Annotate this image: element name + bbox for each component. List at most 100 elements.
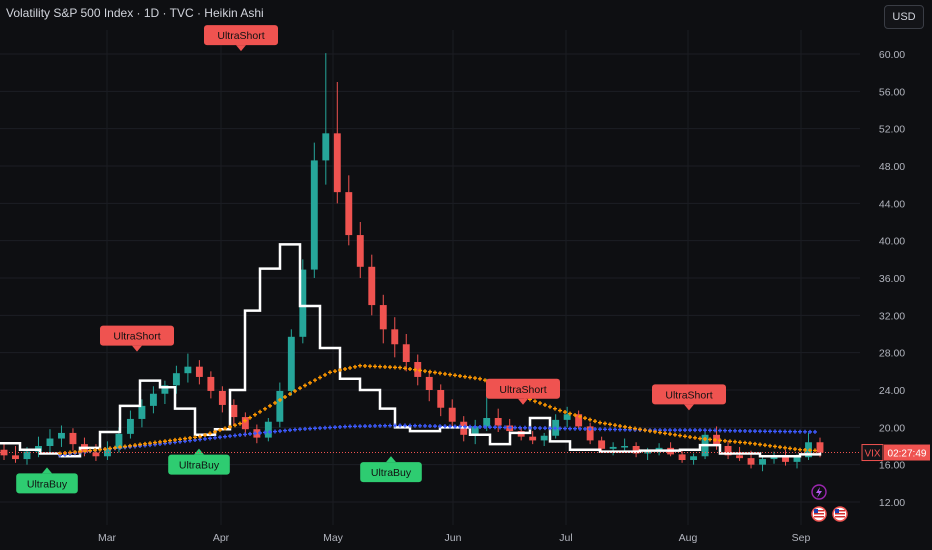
candle [437,384,445,417]
series-dot [558,408,562,413]
series-dot [613,423,617,428]
series-dot [448,424,452,429]
lightning-icon[interactable] [811,484,827,500]
us-flag-icon-2[interactable] [832,506,848,522]
series-dot [388,365,392,370]
series-dot [458,374,462,378]
series-dot [473,424,477,429]
ultrashort-signal: UltraShort [486,378,560,405]
series-dot [403,423,407,428]
series-dot [173,437,177,442]
candle-body [299,269,307,337]
series-dot [663,431,667,436]
candle [58,425,65,447]
series-dot [243,432,247,437]
series-dot [268,403,272,408]
candle-body [149,393,157,406]
series-dot [498,425,502,430]
price-tag-countdown: 02:27:49 [888,449,927,460]
series-dot [728,428,732,433]
candle-body [356,235,364,267]
candle [425,371,433,402]
series-dot [763,443,767,448]
y-tick-label: 60.00 [879,49,905,61]
y-tick-label: 36.00 [879,273,905,285]
series-dot [133,443,137,448]
series-dot [308,380,312,385]
price-tag[interactable]: VIX 02:27:49 [861,444,930,462]
series-dot [758,442,762,447]
series-dot [653,429,657,434]
series-dot [693,435,697,440]
series-dot [623,424,627,429]
candle-body [345,192,353,236]
series-dot [303,383,307,388]
candle [184,353,192,383]
series-dot [363,363,367,368]
y-tick-label: 24.00 [879,385,905,397]
candle-body [655,447,663,451]
series-dot [628,425,632,430]
series-dot [98,447,102,452]
signal-pointer [684,404,694,411]
series-dot [568,411,572,416]
series-dot [373,364,377,369]
series-dot [638,427,642,432]
candle-body [207,376,215,391]
candle [494,408,502,432]
series-dot [258,409,262,414]
candle-body [736,455,743,459]
series-dot [583,416,587,421]
candle-body [12,455,19,460]
candle [207,371,215,399]
series-dot [748,429,752,434]
series-dot [598,427,602,432]
candle [575,410,583,430]
series-dot [773,444,777,449]
series-dot [213,435,217,440]
candle-body [230,404,238,418]
series-dot [483,425,487,430]
candle [770,451,778,464]
candle [218,386,226,413]
candle [195,360,203,385]
candle-body [184,366,192,374]
currency-button[interactable]: USD [884,5,924,29]
candle-body [58,432,65,439]
series-dot [708,428,712,433]
candle [678,449,686,463]
series-dot [258,430,262,435]
series-dot [778,445,782,450]
candle-body [264,421,272,438]
series-dot [408,423,412,428]
us-flag-icon[interactable] [811,506,827,522]
signal-pointer [236,45,246,52]
series-dot [533,399,537,404]
candle-body [195,366,203,377]
y-tick-label: 16.00 [879,460,905,472]
candle-body [391,329,399,345]
candle-body [759,459,766,465]
candle-body [678,454,686,460]
series-dot [743,428,747,433]
series-dot [348,424,352,429]
candle-body [92,452,100,457]
series-dot [93,448,97,453]
series-dot [768,443,772,448]
series-dot [533,425,537,430]
series-dot [578,426,582,431]
candle [379,294,387,344]
series-dot [218,428,222,433]
series-dot [373,423,377,428]
candle [276,382,284,428]
series-dot [418,423,422,428]
candle [299,259,307,344]
series-dot [318,375,322,380]
signal-pointer [132,345,142,352]
candle-body [368,266,376,306]
series-dot [438,424,442,429]
signal-label: UltraShort [217,30,264,42]
x-tick-label: Aug [679,532,698,544]
series-dot [228,424,232,429]
